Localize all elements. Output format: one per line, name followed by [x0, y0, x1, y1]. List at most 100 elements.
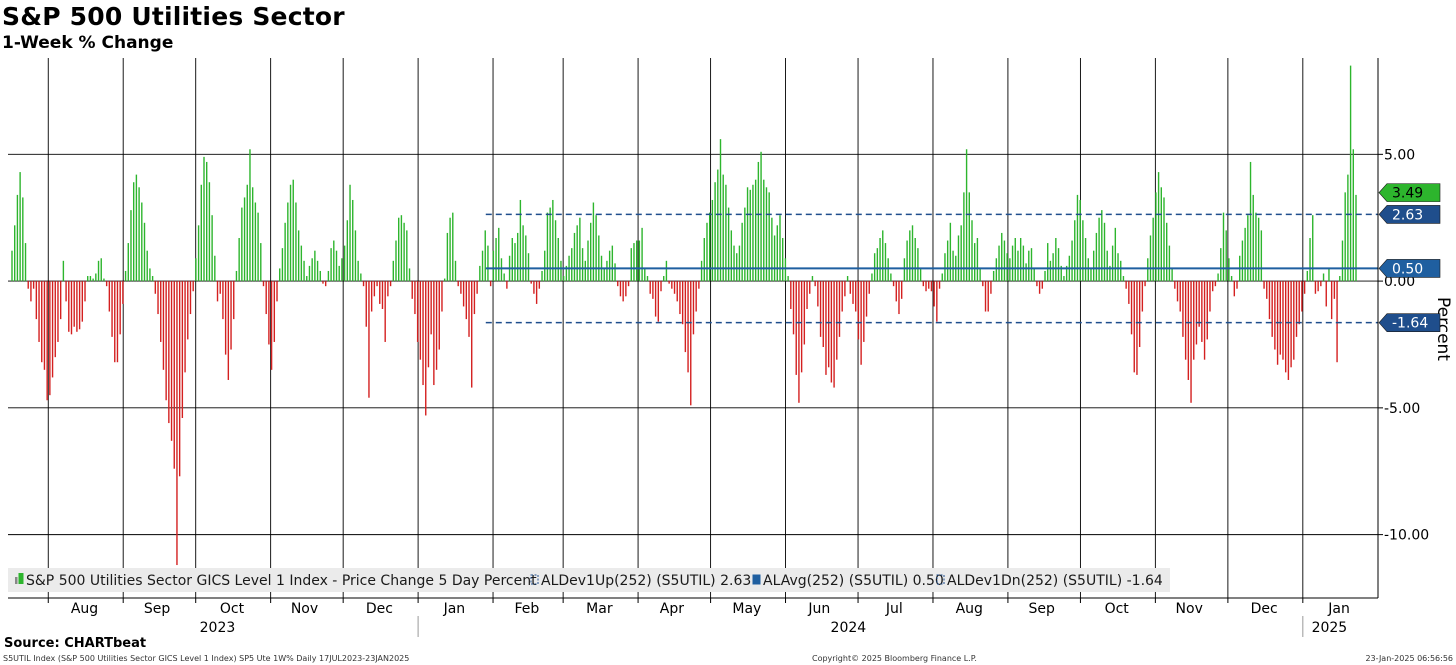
bar [590, 222, 592, 282]
bar [384, 281, 386, 342]
bar [749, 189, 751, 282]
bar [1117, 253, 1119, 282]
bar [952, 250, 954, 282]
bar [1041, 281, 1044, 289]
bar [281, 248, 284, 282]
bar [1009, 258, 1011, 282]
bar [741, 222, 743, 282]
bar [473, 281, 476, 315]
bar [78, 281, 81, 330]
bar [822, 281, 824, 348]
bar [1019, 238, 1022, 282]
bar [1087, 258, 1089, 282]
last-value-tag: 3.49 [1378, 183, 1441, 202]
bar [733, 245, 735, 282]
bar [1095, 232, 1098, 282]
bar [663, 276, 665, 282]
bar [1230, 276, 1233, 282]
chart-title: S&P 500 Utilities Sector [2, 2, 345, 31]
bar [573, 232, 576, 282]
bar [1306, 270, 1309, 282]
bar [41, 281, 43, 363]
bar [1228, 258, 1230, 282]
bar [38, 281, 40, 342]
bar [960, 225, 962, 282]
dashed-line-legend-icon [936, 574, 945, 585]
reference-value-tag-box [1378, 205, 1441, 224]
plot-frame [8, 58, 1379, 599]
bar [519, 199, 522, 282]
month-label: Aug [71, 601, 98, 617]
bar [1249, 161, 1252, 282]
y-tick-label: -10.00 [1384, 528, 1429, 544]
bar [884, 243, 887, 282]
bar [322, 281, 324, 284]
bar [957, 235, 960, 282]
bar [1147, 258, 1149, 282]
bar [476, 281, 478, 294]
bar-legend-icon [15, 577, 18, 584]
chart-subtitle: 1-Week % Change [2, 33, 174, 53]
month-label: Jan [1327, 601, 1350, 617]
bar [646, 276, 649, 282]
bar [987, 281, 989, 312]
bar [941, 273, 943, 282]
bar [200, 184, 202, 282]
month-label: Feb [514, 601, 539, 617]
bar [1355, 194, 1357, 282]
bar [484, 230, 486, 282]
bar [811, 276, 814, 282]
bar [130, 210, 132, 282]
bar [1314, 281, 1317, 294]
legend-label: ALDev1Dn(252) (S5UTIL) -1.64 [947, 573, 1163, 589]
bar [479, 265, 481, 282]
bar [327, 270, 330, 282]
bar [495, 238, 497, 282]
bar [584, 260, 586, 282]
bar [89, 276, 92, 282]
bar [922, 281, 925, 287]
bar [1128, 281, 1130, 304]
bar [124, 270, 127, 282]
bar [714, 182, 716, 282]
bar [135, 174, 138, 282]
bar [430, 281, 432, 335]
bar [925, 281, 927, 292]
footer-timestamp: 23-Jan-2025 06:56:56 [1365, 654, 1453, 663]
bar [817, 281, 819, 307]
bar [176, 281, 178, 566]
bar [1149, 235, 1152, 282]
bar [319, 270, 321, 282]
bar [1036, 281, 1038, 287]
bar [411, 281, 413, 299]
bar [792, 281, 795, 335]
bar [546, 212, 549, 282]
month-label: Nov [1176, 601, 1203, 617]
bar [1201, 281, 1203, 342]
bar [833, 281, 835, 388]
bar [649, 281, 651, 294]
bar [276, 281, 278, 302]
bar [487, 245, 489, 282]
bar [708, 212, 711, 282]
month-label: Jul [885, 601, 903, 617]
bar [657, 281, 660, 322]
bar [1233, 281, 1236, 297]
month-label: Sep [144, 601, 171, 617]
bar [1347, 174, 1349, 282]
last-value-tag-label: 3.49 [1392, 186, 1423, 202]
bar [936, 281, 938, 322]
bar [381, 281, 384, 309]
bar [443, 278, 446, 282]
bar [214, 255, 216, 282]
bar [1203, 281, 1206, 360]
bar [1022, 245, 1025, 282]
legend-item: ALDev1Up(252) (S5UTIL) 2.63 [530, 573, 751, 589]
bar [968, 192, 970, 282]
bar [422, 281, 424, 386]
bar [1225, 230, 1227, 282]
bar [1060, 265, 1062, 282]
bar [1144, 281, 1146, 287]
bar [1236, 281, 1238, 289]
bar [1182, 281, 1184, 337]
